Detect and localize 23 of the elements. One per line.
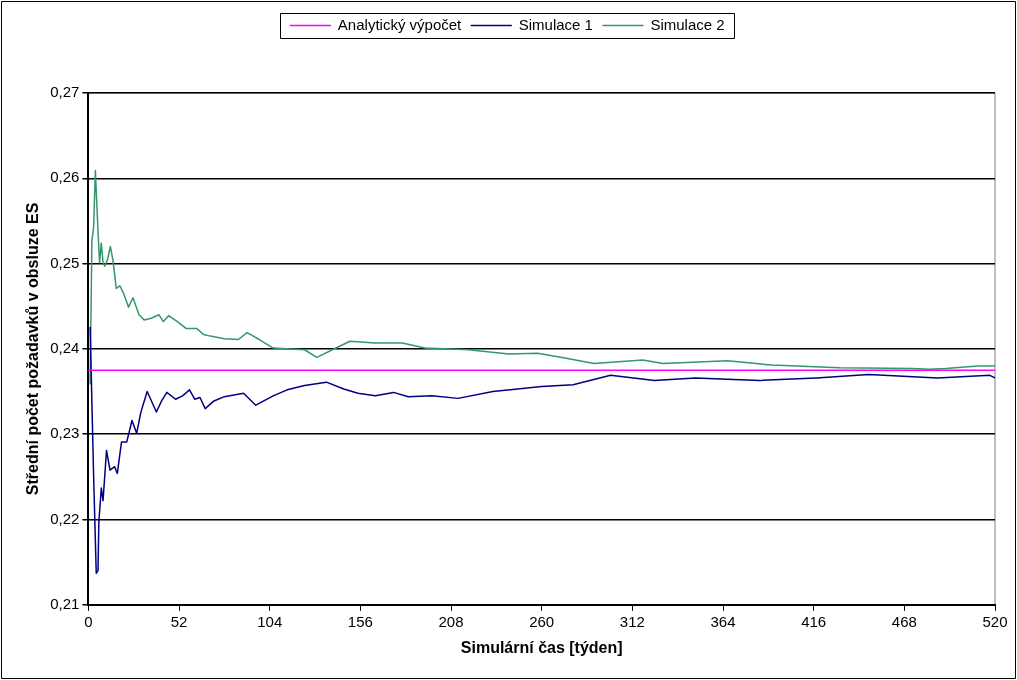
- legend-label: Analytický výpočet: [337, 15, 463, 33]
- y-tick-label: 0,22: [50, 509, 80, 527]
- legend-label: Simulace 1: [518, 15, 593, 33]
- x-tick-label: 416: [801, 612, 827, 630]
- y-tick-label: 0,21: [50, 594, 80, 612]
- y-tick-label: 0,23: [50, 424, 80, 442]
- x-tick-label: 520: [982, 612, 1008, 630]
- y-tick-label: 0,24: [50, 339, 80, 357]
- x-tick-label: 52: [170, 612, 188, 630]
- x-tick-label: 156: [347, 612, 373, 630]
- x-tick-label: 208: [438, 612, 464, 630]
- x-tick-label: 364: [710, 612, 736, 630]
- x-tick-label: 0: [84, 612, 93, 630]
- x-axis-title: Simulární čas [týden]: [460, 638, 623, 656]
- x-tick-label: 260: [529, 612, 555, 630]
- x-tick-label: 104: [257, 612, 283, 630]
- y-tick-label: 0,25: [50, 253, 80, 271]
- legend-label: Simulace 2: [650, 15, 725, 33]
- x-tick-label: 468: [891, 612, 917, 630]
- y-tick-label: 0,27: [50, 83, 80, 101]
- y-tick-label: 0,26: [50, 168, 80, 186]
- y-axis-title: Střední počet požadavků v obsluze ES: [24, 202, 42, 496]
- x-tick-label: 312: [619, 612, 645, 630]
